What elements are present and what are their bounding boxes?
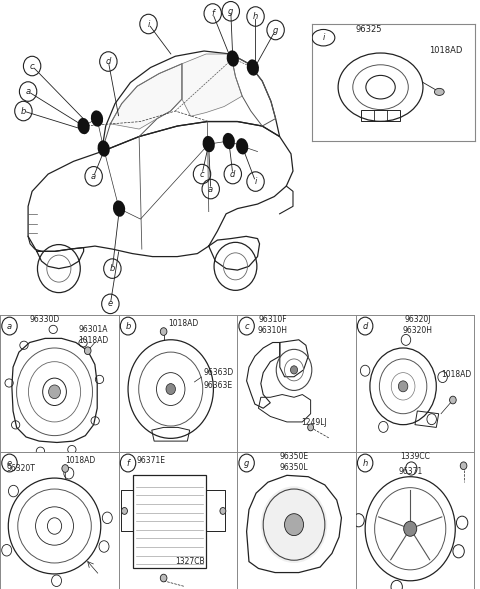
Polygon shape [110,64,182,129]
Text: d: d [230,170,236,178]
Ellipse shape [113,200,125,217]
Text: i: i [147,19,150,28]
Polygon shape [182,54,242,116]
Text: 96320J: 96320J [404,315,431,324]
Circle shape [398,381,408,392]
Text: a: a [7,322,12,330]
Text: d: d [362,322,368,330]
Text: e: e [7,458,12,468]
Text: c: c [200,170,204,178]
Text: a: a [25,87,31,96]
Text: 96363D: 96363D [204,368,234,378]
Text: 1249LJ: 1249LJ [301,418,327,426]
Text: c: c [30,61,35,71]
Ellipse shape [97,140,110,157]
Circle shape [121,508,128,514]
Text: h: h [362,458,368,468]
Text: 1018AD: 1018AD [78,336,108,345]
Text: 96310H: 96310H [258,326,288,335]
Text: 96330D: 96330D [30,315,60,324]
Circle shape [290,366,298,374]
Circle shape [160,574,167,582]
Circle shape [404,521,417,536]
Text: 96350E: 96350E [279,452,309,461]
Text: f: f [211,9,214,18]
Text: i: i [322,33,324,42]
Circle shape [434,88,444,95]
Ellipse shape [261,487,327,563]
Text: 1327CB: 1327CB [176,557,205,567]
Circle shape [460,462,467,469]
Text: d: d [106,57,111,66]
Circle shape [450,396,456,404]
Text: 96350L: 96350L [280,463,308,472]
Ellipse shape [77,118,90,134]
Bar [133,475,206,568]
Text: 96320H: 96320H [402,326,432,335]
Text: 96320T: 96320T [7,464,36,473]
Circle shape [166,383,176,395]
Text: i: i [254,177,257,186]
Text: 96371E: 96371E [136,456,165,465]
Text: 96310F: 96310F [258,315,287,324]
Text: c: c [244,322,249,330]
Ellipse shape [91,110,103,127]
Text: 96371: 96371 [398,467,422,476]
Text: b: b [110,264,115,273]
Text: 1018AD: 1018AD [65,456,96,465]
Circle shape [84,347,91,355]
Text: f: f [127,458,130,468]
Text: 1018AD: 1018AD [441,370,471,379]
Circle shape [48,385,60,399]
Circle shape [285,514,303,535]
Text: 96325: 96325 [356,25,383,34]
Text: e: e [108,299,113,309]
Ellipse shape [236,138,248,154]
Text: b: b [125,322,131,330]
Text: 96363E: 96363E [204,380,233,390]
Ellipse shape [247,59,259,75]
Circle shape [220,508,226,514]
Text: 1018AD: 1018AD [430,46,463,55]
Text: a: a [91,172,96,181]
Text: g: g [273,25,278,35]
Circle shape [160,327,167,335]
Text: b: b [21,107,26,115]
Circle shape [308,424,313,431]
Ellipse shape [227,51,239,67]
Circle shape [62,465,69,472]
Text: 96301A: 96301A [78,325,108,333]
Ellipse shape [223,133,235,149]
Text: g: g [228,6,233,16]
Text: 1339CC: 1339CC [400,452,430,461]
Text: a: a [208,184,213,194]
Ellipse shape [203,136,215,152]
Text: h: h [253,12,258,21]
Text: 1018AD: 1018AD [168,319,199,328]
Text: g: g [244,458,249,468]
